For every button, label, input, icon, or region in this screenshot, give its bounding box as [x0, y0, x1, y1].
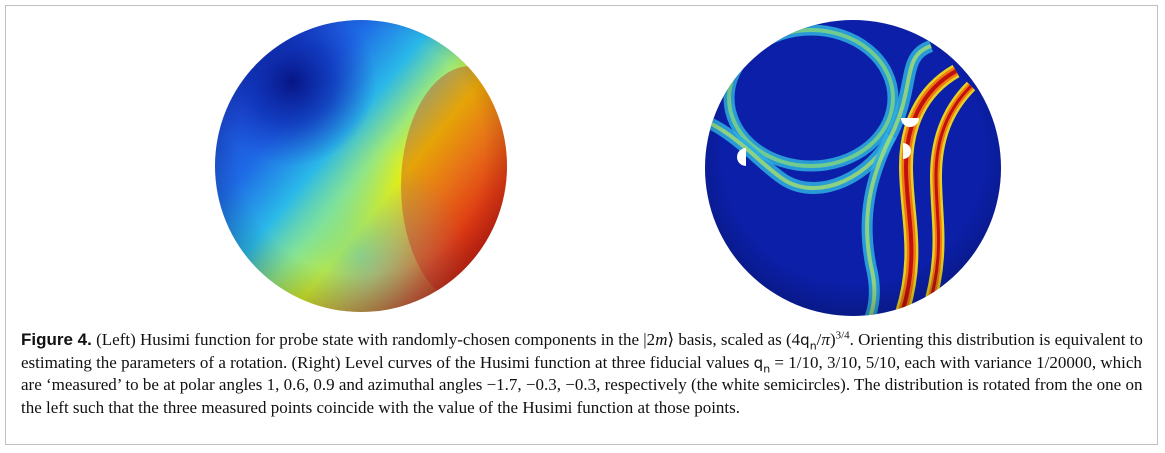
caption-sub-n: n	[809, 339, 817, 353]
figure-label: Figure 4.	[21, 330, 92, 349]
husimi-sphere-left	[215, 20, 507, 312]
caption-text-2: ⟩ basis, scaled as (4	[667, 330, 801, 349]
figure-caption: Figure 4. (Left) Husimi function for pro…	[21, 329, 1146, 419]
caption-var-m: m	[655, 330, 668, 349]
caption-sub-n2: n	[763, 361, 771, 375]
caption-text-6: = 1/10, 3/10, 5/10, each with variance 1…	[21, 352, 1143, 417]
caption-exponent: 3/4	[835, 329, 850, 342]
caption-text-4: )	[829, 330, 836, 349]
figure-container: Figure 4. (Left) Husimi function for pro…	[5, 5, 1158, 445]
caption-var-q: q	[800, 331, 810, 349]
caption-text-3: /	[816, 330, 822, 349]
husimi-level-curves-sphere-right	[705, 20, 1001, 316]
caption-var-pi: π	[821, 330, 830, 349]
caption-var-q2: q	[753, 353, 764, 372]
caption-text-1: (Left) Husimi function for probe state w…	[96, 330, 656, 349]
caption-text-5: . Orienting this distribution is equival…	[21, 330, 1143, 372]
